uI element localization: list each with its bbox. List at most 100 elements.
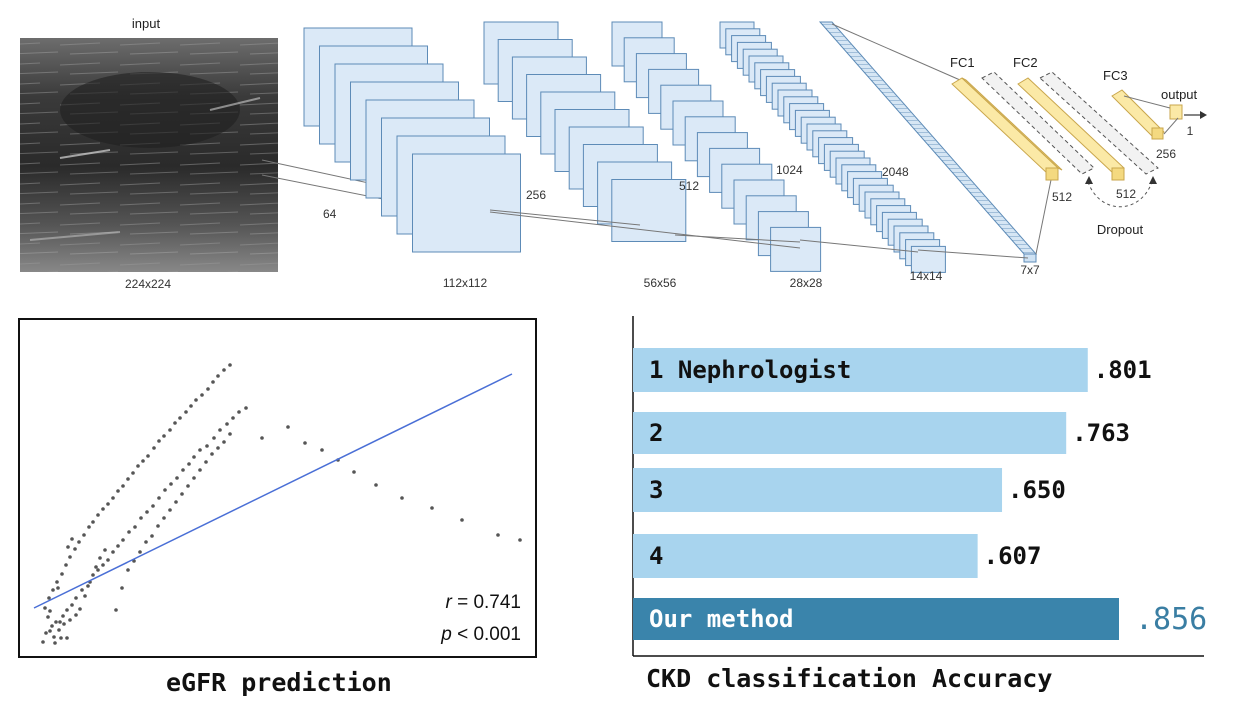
input-label: input xyxy=(132,16,161,31)
scatter-point xyxy=(186,484,190,488)
scatter-point xyxy=(68,618,72,622)
scatter-point xyxy=(168,428,172,432)
block1-channels: 64 xyxy=(323,207,337,221)
output-label: output xyxy=(1161,87,1198,102)
scatter-point xyxy=(156,524,160,528)
scatter-point xyxy=(57,628,61,632)
scatter-point xyxy=(58,620,62,624)
scatter-point xyxy=(260,436,264,440)
scatter-point xyxy=(103,548,107,552)
scatter-point xyxy=(80,588,84,592)
scatter-point xyxy=(83,594,87,598)
scatter-point xyxy=(48,609,52,613)
feature-map xyxy=(412,153,521,253)
fc1-units: 512 xyxy=(1052,190,1072,204)
scatter-point xyxy=(151,504,155,508)
scatter-point xyxy=(192,455,196,459)
bar-category-label: 1 Nephrologist xyxy=(649,356,851,384)
fc3-units: 256 xyxy=(1156,147,1176,161)
fc1-label: FC1 xyxy=(950,55,975,70)
scatter-point xyxy=(180,492,184,496)
conv-block-4 xyxy=(719,21,946,273)
fc2-layer xyxy=(1017,77,1125,181)
scatter-point xyxy=(53,641,57,645)
scatter-point xyxy=(460,518,464,522)
scatter-point xyxy=(211,380,215,384)
scatter-point xyxy=(200,393,204,397)
scatter-point xyxy=(121,484,125,488)
scatter-point xyxy=(68,555,72,559)
block5-channels: 2048 xyxy=(882,165,909,179)
scatter-point xyxy=(352,470,356,474)
scatter-point xyxy=(116,489,120,493)
output-units: 1 xyxy=(1187,124,1194,138)
scatter-point xyxy=(106,558,110,562)
scatter-point xyxy=(303,441,307,445)
scatter-point xyxy=(138,550,142,554)
scatter-point xyxy=(51,588,55,592)
scatter-point xyxy=(198,448,202,452)
fc3-layer xyxy=(1111,89,1165,140)
scatter-point xyxy=(222,440,226,444)
fc1-dropout xyxy=(981,71,1095,175)
egfr-caption: eGFR prediction xyxy=(166,668,392,697)
conv-block-2 xyxy=(483,21,687,242)
scatter-point xyxy=(374,483,378,487)
scatter-point xyxy=(194,398,198,402)
block3-size: 28x28 xyxy=(790,276,823,290)
bar-3 xyxy=(633,468,1003,512)
bar-2 xyxy=(633,412,1067,454)
scatter-point xyxy=(48,629,52,633)
scatter-point xyxy=(43,606,47,610)
scatter-point xyxy=(222,368,226,372)
bar-value-label: .856 xyxy=(1135,602,1207,637)
scatter-point xyxy=(286,425,290,429)
scatter-point xyxy=(320,448,324,452)
scatter-point xyxy=(192,476,196,480)
bar-value-label: .650 xyxy=(1008,476,1066,504)
scatter-point xyxy=(198,468,202,472)
scatter-point xyxy=(70,603,74,607)
scatter-point xyxy=(91,520,95,524)
scatter-point xyxy=(518,538,522,542)
scatter-point xyxy=(65,608,69,612)
scatter-point xyxy=(54,620,58,624)
bar-4 xyxy=(633,534,978,578)
scatter-point xyxy=(216,374,220,378)
architecture-diagram: input 224x224 64 112x112 256 56x56 512 2… xyxy=(20,16,1207,291)
scatter-point xyxy=(77,540,81,544)
r-stat: r = 0.741 xyxy=(445,592,521,613)
scatter-point xyxy=(50,624,54,628)
scatter-point xyxy=(74,613,78,617)
block2-size: 56x56 xyxy=(644,276,677,290)
scatter-point xyxy=(65,636,69,640)
bar-category-label: 3 xyxy=(649,476,663,504)
scatter-point xyxy=(181,468,185,472)
block3-channels: 512 xyxy=(679,179,699,193)
fc2-label: FC2 xyxy=(1013,55,1038,70)
scatter-point xyxy=(141,459,145,463)
scatter-point xyxy=(163,488,167,492)
scatter-point xyxy=(82,533,86,537)
scatter-point xyxy=(91,573,95,577)
scatter-point xyxy=(44,631,48,635)
scatter-point xyxy=(111,550,115,554)
scatter-point xyxy=(64,563,68,567)
scatter-point xyxy=(126,477,130,481)
trend-line xyxy=(33,373,513,609)
block4-channels: 1024 xyxy=(776,163,803,177)
scatter-point xyxy=(74,596,78,600)
scatter-point xyxy=(169,482,173,486)
input-ultrasound-image xyxy=(20,38,278,272)
scatter-point xyxy=(228,363,232,367)
scatter-point xyxy=(146,454,150,458)
ckd-caption: CKD classification Accuracy xyxy=(646,664,1053,693)
scatter-point xyxy=(46,615,50,619)
scatter-canvas xyxy=(33,363,522,645)
scatter-point xyxy=(78,607,82,611)
scatter-point xyxy=(175,476,179,480)
scatter-point xyxy=(231,416,235,420)
scatter-point xyxy=(73,547,77,551)
output-node xyxy=(1169,104,1183,120)
bar-value-label: .607 xyxy=(984,542,1042,570)
